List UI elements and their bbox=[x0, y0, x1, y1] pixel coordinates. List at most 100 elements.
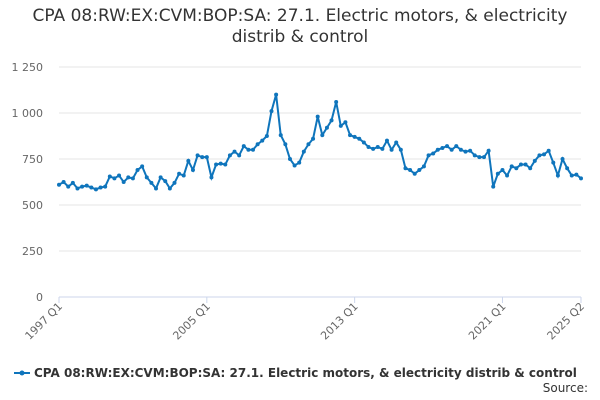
data-point bbox=[112, 176, 117, 181]
data-point bbox=[324, 125, 329, 130]
data-point bbox=[408, 168, 413, 173]
data-point bbox=[204, 155, 209, 160]
data-point bbox=[80, 184, 85, 189]
data-point bbox=[154, 186, 159, 191]
data-point bbox=[93, 187, 98, 192]
data-point bbox=[246, 147, 251, 152]
y-tick-label: 250 bbox=[22, 245, 43, 258]
data-point bbox=[449, 147, 454, 152]
data-point bbox=[579, 176, 583, 181]
data-point bbox=[135, 168, 140, 173]
y-tick-label: 0 bbox=[36, 291, 43, 304]
data-point bbox=[477, 155, 482, 160]
data-point bbox=[500, 168, 505, 173]
data-point bbox=[75, 186, 80, 191]
data-point bbox=[190, 168, 195, 173]
data-point bbox=[218, 161, 223, 166]
data-point bbox=[287, 157, 292, 161]
data-point bbox=[384, 138, 389, 143]
data-point bbox=[130, 176, 135, 181]
data-point bbox=[361, 140, 366, 145]
data-point bbox=[66, 184, 71, 189]
data-point bbox=[574, 172, 579, 177]
data-point bbox=[163, 179, 168, 184]
data-point bbox=[565, 166, 570, 171]
data-point bbox=[121, 180, 126, 184]
data-point bbox=[98, 185, 103, 190]
data-point bbox=[357, 136, 362, 141]
data-point bbox=[366, 145, 371, 150]
data-point bbox=[486, 148, 491, 153]
data-point bbox=[537, 153, 542, 158]
data-point bbox=[292, 163, 297, 168]
data-point bbox=[255, 142, 260, 147]
data-point bbox=[251, 147, 256, 152]
data-point bbox=[117, 173, 122, 178]
data-point bbox=[528, 166, 533, 171]
data-point bbox=[227, 153, 232, 158]
y-tick-label: 750 bbox=[22, 153, 43, 166]
data-point bbox=[167, 186, 172, 191]
x-tick-label: 1997 Q1 bbox=[23, 300, 66, 343]
data-point bbox=[380, 146, 385, 151]
data-point bbox=[61, 180, 66, 184]
data-point bbox=[505, 173, 510, 178]
data-point bbox=[463, 149, 468, 154]
data-point bbox=[472, 153, 477, 158]
data-point bbox=[89, 185, 94, 190]
data-point bbox=[435, 147, 440, 152]
x-tick-label: 2025 Q2 bbox=[545, 300, 588, 343]
data-point bbox=[237, 153, 242, 158]
data-point bbox=[186, 158, 191, 163]
data-point bbox=[260, 138, 265, 143]
data-point bbox=[269, 109, 274, 114]
series-line bbox=[58, 94, 582, 191]
data-point bbox=[440, 145, 445, 150]
data-point bbox=[209, 175, 214, 180]
data-point bbox=[103, 184, 108, 189]
data-point bbox=[417, 168, 422, 173]
data-point bbox=[569, 173, 574, 178]
data-point bbox=[375, 145, 380, 150]
data-point bbox=[149, 180, 154, 185]
data-point bbox=[84, 183, 89, 188]
data-point bbox=[426, 153, 431, 158]
data-point bbox=[560, 157, 565, 161]
data-point bbox=[278, 133, 283, 138]
data-point bbox=[389, 147, 394, 152]
data-point bbox=[348, 133, 353, 138]
data-point bbox=[334, 99, 339, 104]
data-point bbox=[297, 160, 302, 165]
data-point bbox=[158, 175, 163, 180]
x-tick-label: 2013 Q1 bbox=[318, 300, 361, 343]
data-point bbox=[481, 155, 486, 160]
data-point bbox=[338, 123, 343, 128]
x-tick-label: 2005 Q1 bbox=[170, 300, 213, 343]
legend[interactable]: CPA 08:RW:EX:CVM:BOP:SA: 27.1. Electric … bbox=[14, 366, 577, 380]
data-point bbox=[546, 148, 551, 153]
data-point bbox=[343, 120, 348, 125]
data-point bbox=[311, 136, 316, 141]
data-point bbox=[283, 142, 288, 147]
data-point bbox=[371, 146, 376, 151]
data-point bbox=[514, 166, 519, 171]
data-point bbox=[394, 140, 399, 145]
data-point bbox=[445, 144, 450, 149]
data-point bbox=[403, 166, 408, 171]
y-tick-label: 1 250 bbox=[12, 61, 44, 74]
data-point bbox=[555, 173, 560, 178]
data-point bbox=[329, 118, 334, 123]
data-point bbox=[509, 164, 514, 169]
y-tick-label: 1 000 bbox=[12, 107, 44, 120]
data-point bbox=[140, 164, 145, 169]
data-point bbox=[431, 151, 436, 156]
data-point bbox=[532, 158, 537, 163]
data-point bbox=[223, 162, 228, 167]
legend-marker bbox=[19, 370, 25, 376]
data-point bbox=[518, 162, 523, 167]
data-point bbox=[523, 162, 528, 167]
data-point bbox=[398, 147, 403, 152]
data-point bbox=[57, 182, 61, 187]
data-point bbox=[412, 171, 417, 176]
